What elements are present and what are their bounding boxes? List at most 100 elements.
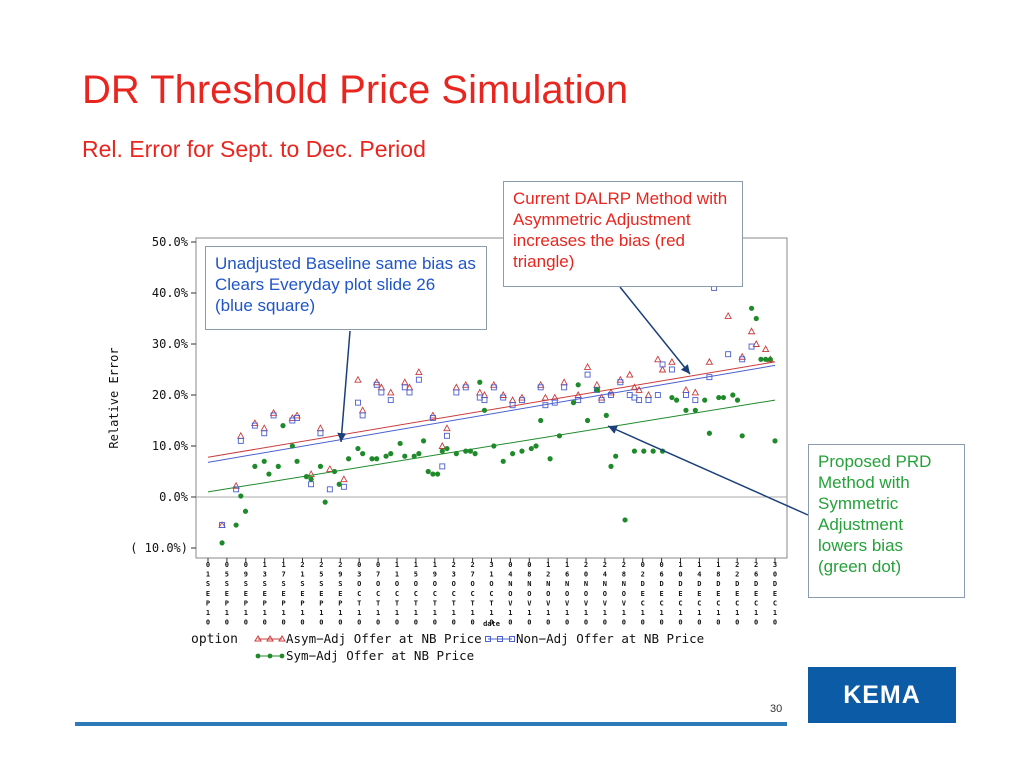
sym-adj-point bbox=[242, 508, 249, 514]
sym-adj-point bbox=[753, 315, 759, 322]
asym-adj-point bbox=[625, 370, 634, 378]
asym-adj-point bbox=[635, 385, 643, 393]
sym-adj-point bbox=[547, 456, 553, 462]
sym-adj-point bbox=[402, 453, 408, 459]
sym-adj-point bbox=[331, 468, 338, 475]
sym-adj-point bbox=[345, 456, 352, 462]
sym-adj-point bbox=[308, 476, 314, 482]
non-adj-point bbox=[406, 389, 413, 396]
asym-adj-point bbox=[340, 475, 348, 483]
sym-adj-point bbox=[669, 394, 675, 401]
sym-adj-point bbox=[355, 445, 361, 452]
sym-adj-point bbox=[622, 517, 628, 523]
sym-adj-point bbox=[416, 451, 422, 457]
non-adj-point bbox=[725, 351, 732, 358]
non-adj-point bbox=[355, 399, 361, 406]
non-adj-point bbox=[608, 392, 614, 398]
sym-adj-point bbox=[252, 463, 258, 469]
non-adj-point bbox=[373, 381, 380, 388]
non-adj-point bbox=[378, 389, 385, 396]
non-adj-point bbox=[219, 522, 226, 528]
non-adj-point bbox=[270, 412, 277, 419]
legend-square-marker bbox=[509, 636, 515, 642]
legend-entry-label: Asym−Adj Offer at NB Price bbox=[286, 631, 482, 646]
sym-adj-point bbox=[233, 522, 239, 528]
y-tick-label: 20.0% bbox=[152, 388, 189, 402]
non-adj-point bbox=[683, 392, 689, 398]
sym-adj-point bbox=[439, 448, 445, 454]
sym-adj-point bbox=[280, 423, 286, 429]
non-adj-point bbox=[509, 402, 516, 409]
sym-adj-point bbox=[374, 456, 380, 462]
sym-adj-point bbox=[219, 540, 225, 546]
asym-adj-point bbox=[354, 375, 362, 383]
non-adj-point bbox=[481, 397, 488, 404]
non-adj-point bbox=[739, 356, 746, 363]
sym-adj-point bbox=[477, 379, 483, 385]
legend-dot-marker bbox=[279, 653, 285, 659]
sym-adj-point bbox=[528, 445, 534, 452]
non-adj-point bbox=[308, 481, 315, 488]
asym-adj-point bbox=[443, 424, 451, 432]
callout-green-dot: Proposed PRD Method with Symmetric Adjus… bbox=[808, 444, 965, 598]
sym-adj-point bbox=[453, 451, 459, 457]
y-tick-label: 0.0% bbox=[159, 490, 189, 504]
sym-adj-point bbox=[603, 412, 609, 418]
sym-adj-point bbox=[275, 463, 281, 469]
asym-adj-point bbox=[668, 357, 676, 365]
asym-adj-point bbox=[658, 365, 667, 373]
non-adj-point bbox=[317, 430, 324, 437]
asym-adj-point bbox=[541, 393, 550, 401]
non-adj-point bbox=[636, 397, 643, 404]
sym-adj-point bbox=[734, 397, 741, 403]
sym-adj-point bbox=[538, 417, 544, 424]
y-tick-label: 30.0% bbox=[152, 337, 189, 351]
arrow-blue-callout bbox=[337, 330, 351, 443]
non-adj-point bbox=[429, 415, 436, 421]
sym-adj-point bbox=[463, 448, 469, 454]
sym-adj-point bbox=[383, 453, 389, 459]
non-adj-point bbox=[617, 379, 624, 386]
sym-adj-point bbox=[500, 458, 506, 464]
legend-dot-marker bbox=[255, 653, 261, 659]
sym-adj-point bbox=[519, 448, 525, 454]
sym-adj-point bbox=[289, 443, 295, 449]
sym-adj-point bbox=[730, 392, 736, 398]
non-adj-point bbox=[261, 430, 268, 437]
non-adj-point bbox=[659, 361, 666, 368]
sym-adj-point bbox=[594, 387, 600, 393]
legend-title: option bbox=[191, 632, 238, 647]
non-adj-point bbox=[575, 397, 582, 404]
non-adj-point bbox=[401, 384, 408, 391]
sym-adj-point bbox=[706, 430, 712, 436]
sym-adj-point bbox=[266, 471, 272, 477]
asym-adj-point bbox=[415, 368, 423, 375]
sym-adj-point bbox=[238, 493, 244, 499]
sym-adj-point bbox=[570, 400, 577, 406]
sym-adj-point bbox=[716, 394, 722, 401]
asym-adj-point bbox=[761, 345, 770, 353]
legend-triangle-marker bbox=[254, 635, 262, 642]
sym-adj-point bbox=[435, 471, 441, 477]
sym-adj-point bbox=[491, 443, 497, 449]
sym-adj-point bbox=[748, 305, 755, 311]
non-adj-point bbox=[439, 463, 446, 470]
non-adj-point bbox=[551, 399, 558, 406]
non-adj-point bbox=[598, 397, 605, 404]
legend-dot-marker bbox=[267, 653, 273, 659]
y-tick-label: ( 10.0%) bbox=[130, 541, 188, 555]
sym-adj-point bbox=[388, 451, 394, 457]
